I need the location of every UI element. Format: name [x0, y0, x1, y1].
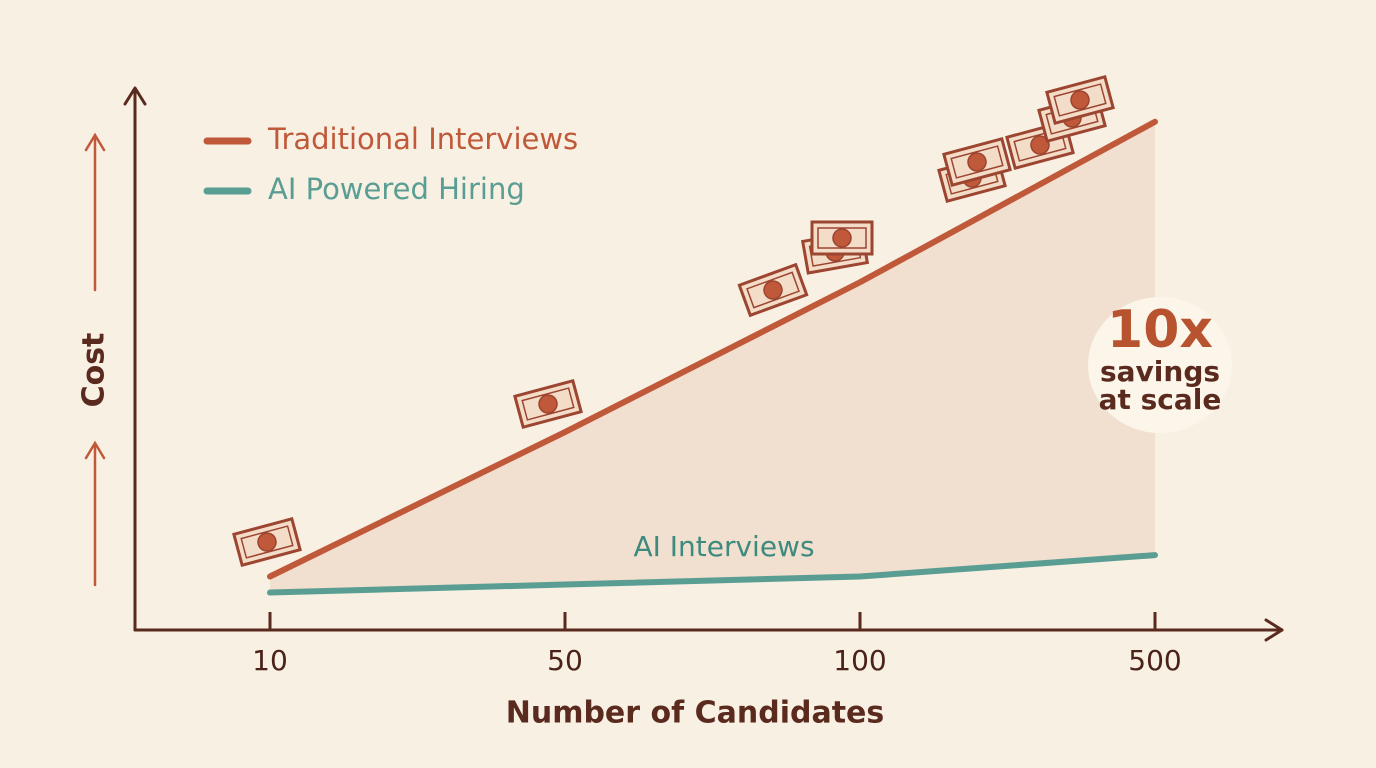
callout-headline: 10x [1107, 300, 1213, 360]
axes [123, 86, 1284, 642]
legend-label: AI Powered Hiring [268, 172, 525, 206]
legend-label: Traditional Interviews [267, 122, 578, 156]
arrow-head [84, 132, 106, 152]
x-axis-arrow [1264, 618, 1284, 642]
x-tick-label: 50 [547, 644, 583, 677]
series-annotation: AI Interviews [633, 530, 814, 563]
callout-background [1088, 297, 1232, 433]
y-axis-label: Cost [77, 333, 112, 408]
series-line [267, 552, 1158, 596]
callout-text: savings [1100, 355, 1220, 388]
callout-text: at scale [1099, 383, 1222, 416]
arrow-head [84, 440, 106, 460]
x-tick-label: 500 [1128, 644, 1181, 677]
series-line [267, 118, 1158, 580]
money-icon [810, 220, 874, 256]
cost-arrows [84, 132, 106, 587]
plot [267, 118, 1158, 596]
y-axis-arrow [123, 86, 147, 106]
x-axis-label: Number of Candidates [506, 696, 885, 731]
x-tick-label: 100 [833, 644, 886, 677]
x-tick-label: 10 [252, 644, 288, 677]
